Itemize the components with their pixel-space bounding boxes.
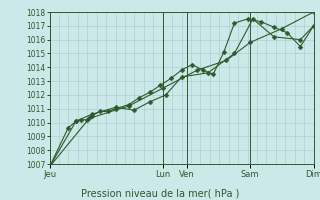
Text: Pression niveau de la mer( hPa ): Pression niveau de la mer( hPa ) [81, 188, 239, 198]
